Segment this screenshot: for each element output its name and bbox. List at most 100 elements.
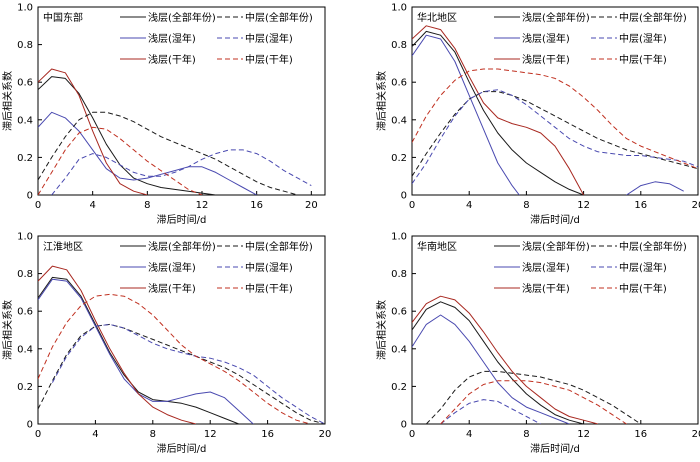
legend-label: 中层(干年) [619, 53, 667, 66]
panel-2: 0 4 8 12 16 20 0 0.2 0.4 0.6 0.8 1.0 滞后时间/d 滞后相关系数 华北地… [375, 3, 700, 227]
series-line [425, 370, 642, 424]
x-tick-label: 20 [319, 429, 332, 440]
panel-4: 0 4 8 12 16 20 0 0.2 0.4 0.6 0.8 1.0 滞后时间/d 滞后相关系数 华南地… [375, 232, 700, 456]
series-line [412, 314, 570, 424]
y-tick-label: 0 [27, 191, 33, 202]
legend-label: 浅层(干年) [522, 282, 570, 295]
legend-label: 浅层(全部年份) [148, 240, 216, 253]
series-line [38, 111, 298, 195]
series-line [412, 25, 585, 195]
legend-label: 中层(湿年) [245, 261, 293, 274]
series-line [440, 399, 541, 424]
series-line [626, 181, 684, 195]
x-axis-label: 滞后时间/d [157, 213, 207, 226]
series-line [412, 89, 698, 184]
x-axis-label: 滞后时间/d [530, 213, 580, 226]
x-tick-label: 16 [634, 429, 647, 440]
series-line [412, 295, 599, 424]
x-tick-label: 4 [89, 200, 95, 211]
x-tick-label: 16 [634, 200, 647, 211]
legend-label: 中层(全部年份) [245, 240, 313, 253]
y-tick-label: 0.2 [17, 382, 33, 393]
y-tick-label: 0.2 [391, 153, 407, 164]
legend-label: 浅层(干年) [148, 53, 196, 66]
x-tick-label: 8 [144, 200, 150, 211]
series-line [38, 293, 311, 424]
x-tick-label: 20 [692, 429, 700, 440]
x-tick-label: 16 [261, 429, 274, 440]
series-line [38, 278, 254, 424]
y-axis-label: 滞后相关系数 [375, 71, 388, 131]
series-line [38, 68, 148, 195]
y-tick-label: 0.8 [17, 40, 33, 51]
series-line [38, 323, 325, 424]
legend-label: 浅层(湿年) [522, 32, 570, 45]
legend-label: 浅层(湿年) [522, 261, 570, 274]
legend-label: 浅层(全部年份) [522, 240, 590, 253]
legend-label: 中层(干年) [619, 282, 667, 295]
y-tick-label: 0.2 [391, 382, 407, 393]
y-tick-label: 0 [401, 420, 407, 431]
series-line [412, 91, 698, 177]
legend-label: 中层(全部年份) [619, 11, 687, 24]
y-tick-label: 0.6 [391, 307, 407, 318]
legend: 浅层(全部年份) 中层(全部年份) 浅层(湿年) 中层(湿年) 浅层(干年) 中层(干年) [120, 240, 313, 295]
x-tick-label: 0 [409, 429, 415, 440]
legend: 浅层(全部年份) 中层(全部年份) 浅层(湿年) 中层(湿年) 浅层(干年) 中层(干年) [494, 11, 687, 66]
x-tick-label: 4 [92, 429, 98, 440]
series-line [440, 380, 627, 424]
y-axis-label: 滞后相关系数 [1, 300, 14, 360]
legend-label: 浅层(湿年) [148, 32, 196, 45]
y-axis-label: 滞后相关系数 [375, 300, 388, 360]
legend-label: 浅层(湿年) [148, 261, 196, 274]
y-tick-label: 0 [27, 420, 33, 431]
series-line [38, 76, 216, 195]
legend: 浅层(全部年份) 中层(全部年份) 浅层(湿年) 中层(湿年) 浅层(干年) 中层(干年) [494, 240, 687, 295]
series-line [38, 276, 240, 424]
x-tick-label: 4 [466, 429, 472, 440]
x-tick-label: 12 [196, 200, 209, 211]
y-tick-label: 0.8 [391, 40, 407, 51]
series-line [412, 301, 584, 424]
x-tick-label: 8 [150, 429, 156, 440]
legend-label: 浅层(干年) [522, 53, 570, 66]
series-line [412, 30, 584, 195]
plot-frame [37, 6, 326, 196]
series-line [412, 34, 520, 195]
series-line [38, 111, 257, 195]
y-tick-label: 1.0 [391, 232, 407, 243]
panel-title: 华北地区 [417, 11, 457, 24]
y-tick-label: 0.4 [391, 115, 407, 126]
panel-title: 江淮地区 [43, 240, 83, 253]
x-tick-label: 0 [35, 200, 41, 211]
x-tick-label: 20 [692, 200, 700, 211]
legend-label: 浅层(干年) [148, 282, 196, 295]
legend-label: 中层(湿年) [619, 261, 667, 274]
x-tick-label: 16 [250, 200, 263, 211]
y-tick-label: 1.0 [391, 3, 407, 14]
x-tick-label: 12 [204, 429, 217, 440]
series-line [38, 126, 203, 195]
legend-label: 浅层(全部年份) [522, 11, 590, 24]
y-tick-label: 0.8 [391, 269, 407, 280]
x-axis-label: 滞后时间/d [157, 442, 207, 455]
panel-1: 0 4 8 12 16 20 0 0.2 0.4 0.6 0.8 1.0 滞后时间/d 滞后相关系数 中国东… [1, 3, 326, 226]
panel-3: 0 4 8 12 16 20 0 0.2 0.4 0.6 0.8 1.0 滞后时间/d 滞后相关系数 江淮地… [1, 232, 331, 456]
y-tick-label: 0 [401, 191, 407, 202]
x-tick-label: 8 [523, 200, 529, 211]
y-tick-label: 0.4 [391, 344, 407, 355]
y-tick-label: 0.4 [17, 115, 33, 126]
series-line [412, 68, 698, 170]
legend-label: 中层(湿年) [245, 32, 293, 45]
y-tick-label: 1.0 [17, 3, 33, 14]
legend-label: 中层(湿年) [619, 32, 667, 45]
y-tick-label: 0.4 [17, 344, 33, 355]
series-line [38, 265, 197, 424]
y-tick-label: 0.8 [17, 269, 33, 280]
panel-title: 华南地区 [417, 240, 457, 253]
legend-label: 中层(干年) [245, 282, 293, 295]
legend-label: 中层(干年) [245, 53, 293, 66]
panel-title: 中国东部 [43, 11, 83, 24]
